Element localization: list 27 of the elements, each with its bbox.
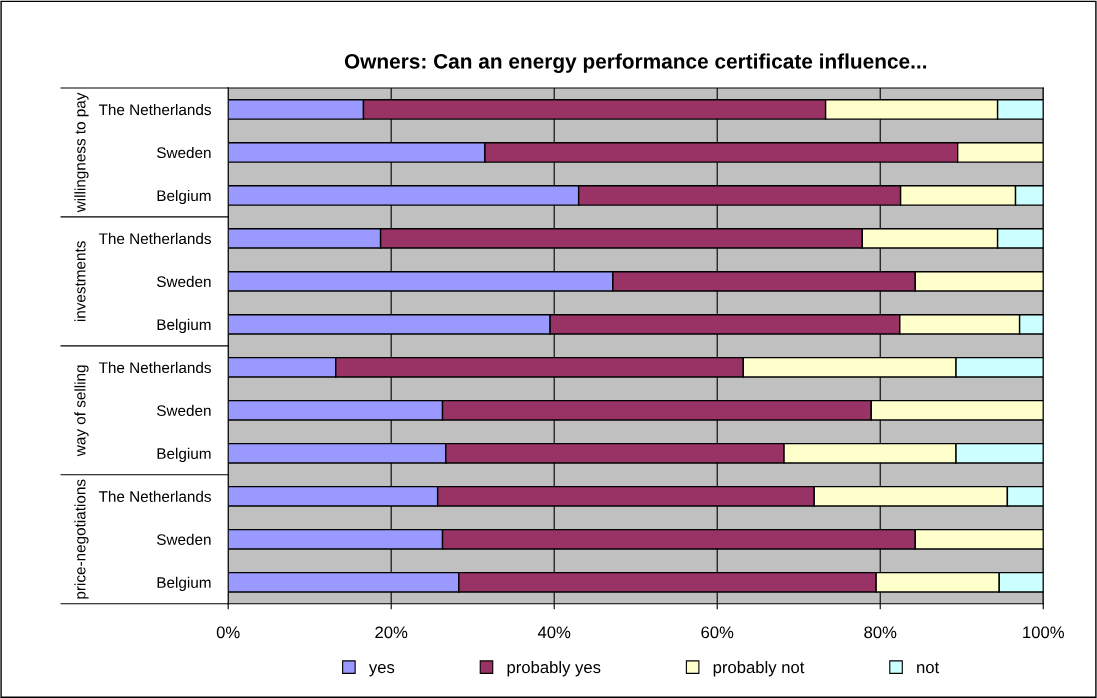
y-tick-label: The Netherlands: [98, 232, 211, 245]
chart-title: Owners: Can an energy performance certificate influence...: [344, 53, 927, 73]
y-tick-label: Belgium: [157, 447, 211, 463]
y-tick-label: Sweden: [157, 533, 211, 545]
legend-label: probably yes: [507, 660, 601, 677]
text: investments: [74, 241, 86, 322]
legend-label: yes: [368, 664, 395, 677]
y-tick-label: Belgium: [157, 318, 211, 334]
x-tick-label: 60%: [701, 626, 734, 639]
x-tick-label: 0%: [216, 626, 240, 639]
text: way of selling: [74, 365, 89, 457]
y-tick-label: Sweden: [157, 275, 211, 288]
y-tick-label: The Netherlands: [98, 490, 211, 502]
y-tick-label: Belgium: [157, 576, 211, 591]
y-tick-label: Belgium: [157, 189, 211, 205]
text: willingness to pay: [74, 92, 89, 213]
legend-label: not: [917, 662, 940, 674]
y-tick-label: Sweden: [157, 404, 211, 417]
y-tick-label: The Netherlands: [98, 361, 211, 374]
x-tick-label: 40%: [537, 626, 571, 639]
x-tick-label: 80%: [864, 626, 897, 639]
x-tick-label: 20%: [375, 626, 408, 639]
legend-label: probably not: [713, 660, 805, 677]
y-tick-label: The Netherlands: [98, 103, 211, 116]
x-tick-label: 100%: [1023, 626, 1064, 639]
text: price-negotiations: [74, 479, 89, 599]
y-tick-label: Sweden: [157, 146, 211, 159]
